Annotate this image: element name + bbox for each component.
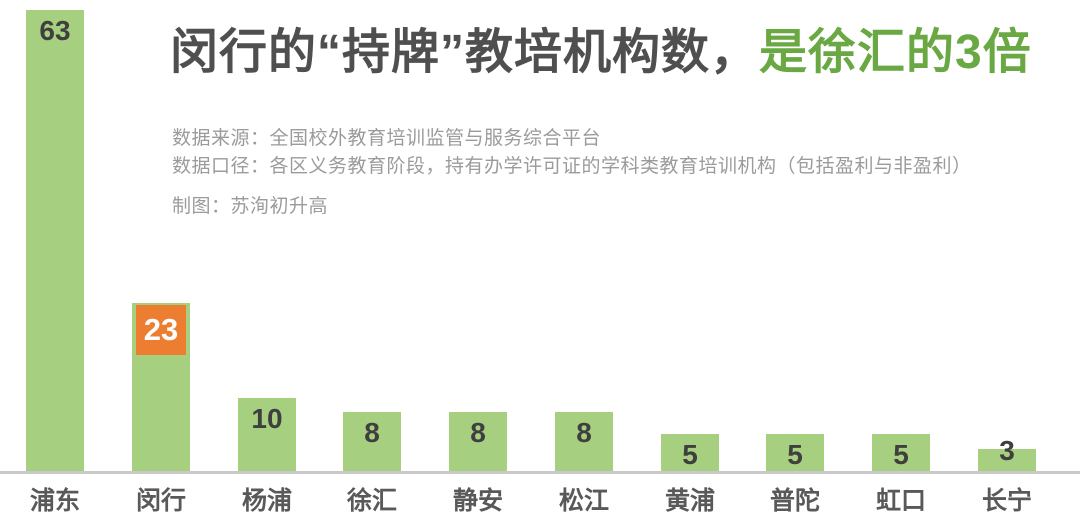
note-credit: 制图：苏洵初升高 — [172, 196, 329, 217]
bar-徐汇: 8 — [343, 412, 401, 471]
note-data-source: 数据来源：全国校外教育培训监管与服务综合平台 — [172, 128, 602, 149]
chart-title: 闵行的“持牌”教培机构数，是徐汇的3倍 — [170, 24, 1032, 82]
highlight-value-badge: 23 — [136, 305, 186, 355]
bar-value-label: 63 — [39, 15, 71, 46]
bar-value-label: 8 — [576, 417, 592, 448]
x-axis-line — [0, 471, 1080, 474]
category-label-普陀: 普陀 — [769, 487, 820, 515]
bar-value-label: 10 — [251, 403, 283, 434]
bar-value-label: 3 — [999, 435, 1015, 466]
category-label-徐汇: 徐汇 — [346, 487, 397, 515]
bar-value-label: 8 — [470, 417, 486, 448]
category-label-浦东: 浦东 — [29, 487, 80, 515]
bar-长宁: 3 — [978, 435, 1036, 471]
category-label-闵行: 闵行 — [135, 487, 186, 515]
bar-value-label: 5 — [893, 439, 909, 470]
bar-松江: 8 — [555, 412, 613, 471]
bar-黄浦: 5 — [661, 434, 719, 471]
bar-value-label: 5 — [682, 439, 698, 470]
bar-浦东: 63 — [26, 10, 84, 471]
category-label-杨浦: 杨浦 — [241, 487, 292, 515]
bar-闵行: 23 — [132, 303, 190, 471]
chart-title-accent: 是徐汇的3倍 — [759, 26, 1032, 79]
category-label-长宁: 长宁 — [981, 487, 1032, 515]
bar-静安: 8 — [449, 412, 507, 471]
chart-title-main: 闵行的“持牌”教培机构数， — [170, 26, 760, 79]
bar-value-label: 5 — [787, 439, 803, 470]
category-label-虹口: 虹口 — [875, 487, 926, 515]
category-label-松江: 松江 — [558, 487, 609, 515]
category-label-黄浦: 黄浦 — [664, 487, 715, 515]
bar-普陀: 5 — [766, 434, 824, 471]
bar-杨浦: 10 — [238, 398, 296, 471]
chart-notes: 数据来源：全国校外教育培训监管与服务综合平台 数据口径：各区义务教育阶段，持有办… — [172, 125, 972, 221]
category-label-静安: 静安 — [452, 487, 503, 515]
bar-value-label: 8 — [364, 417, 380, 448]
bar-虹口: 5 — [872, 434, 930, 471]
note-data-caliber: 数据口径：各区义务教育阶段，持有办学许可证的学科类教育培训机构（包括盈利与非盈利… — [172, 156, 972, 177]
